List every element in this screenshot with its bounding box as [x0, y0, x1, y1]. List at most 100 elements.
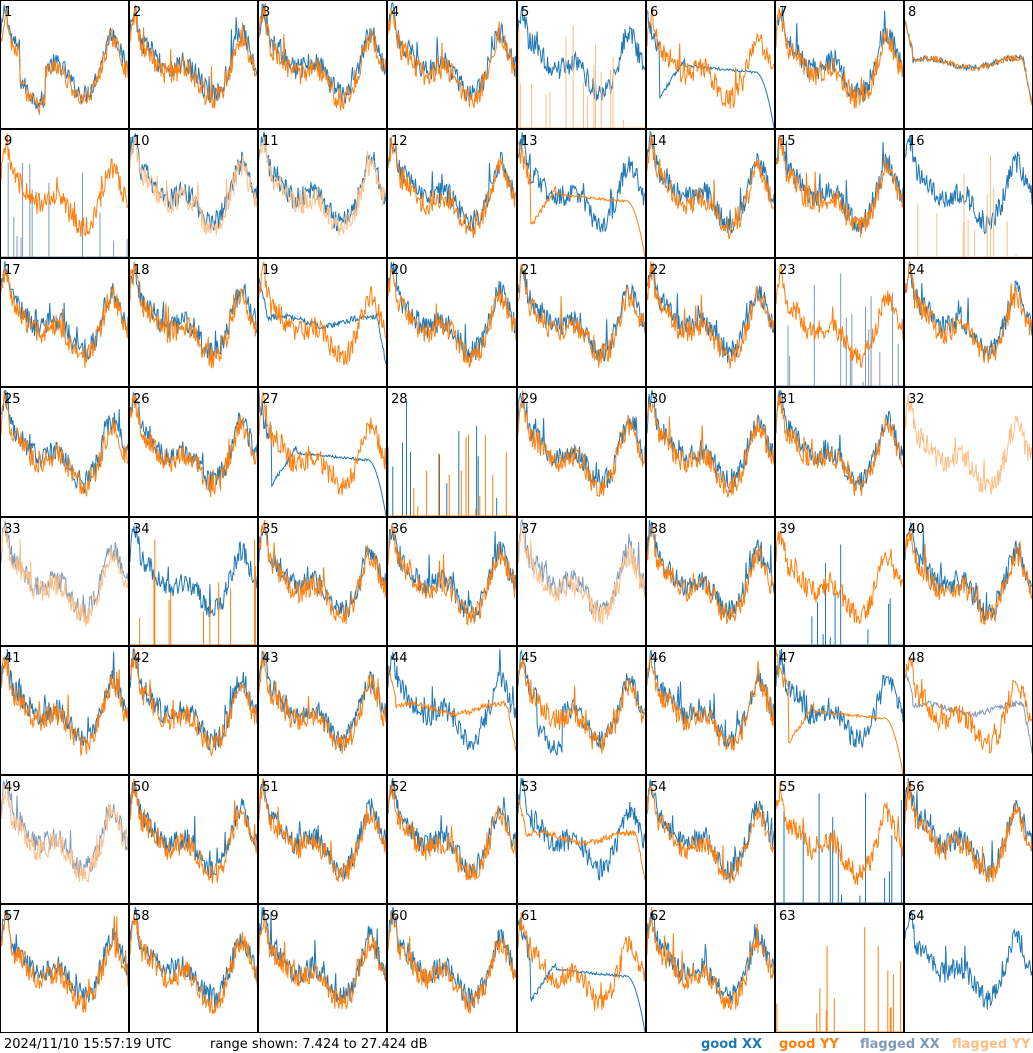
panel-label: 7 — [779, 5, 787, 20]
panel-label: 29 — [521, 392, 538, 407]
panel-border — [517, 646, 646, 775]
panel-28-xx-trace — [387, 401, 516, 517]
panel-label: 59 — [262, 909, 279, 924]
panel-border — [775, 904, 904, 1033]
panel-5-yy-trace — [518, 25, 645, 129]
panel-55-yy-trace — [775, 782, 904, 885]
panel-7-yy-trace — [775, 7, 904, 109]
panel-border — [775, 387, 904, 517]
panel-1-yy-trace — [0, 10, 129, 115]
panel-55-xx-trace — [776, 792, 903, 904]
panel-label: 28 — [391, 392, 408, 407]
panel-border — [0, 775, 129, 904]
panel-29: 29 — [517, 387, 646, 517]
panel-1: 1 — [0, 0, 129, 129]
panel-36-yy-trace — [387, 524, 517, 626]
panel-6-yy-trace — [646, 6, 775, 110]
panel-19-yy-trace — [258, 260, 387, 366]
panel-label: 5 — [521, 5, 529, 20]
panel-border — [258, 775, 387, 904]
panel-label: 27 — [262, 392, 279, 407]
panel-54-yy-trace — [646, 784, 775, 885]
panel-61-xx-trace — [517, 917, 646, 1033]
panel-35-xx-trace — [258, 525, 387, 618]
panel-18: 18 — [129, 258, 258, 387]
panel-5-xx-trace — [517, 5, 646, 101]
panel-border — [387, 775, 517, 904]
panel-border — [129, 0, 258, 129]
panel-45-yy-trace — [517, 656, 646, 754]
panel-border — [775, 775, 904, 904]
panel-55: 55 — [775, 775, 904, 904]
panel-51: 51 — [258, 775, 387, 904]
panel-38: 38 — [646, 517, 775, 646]
panel-border — [387, 258, 517, 387]
panel-label: 33 — [4, 522, 21, 537]
panel-label: 55 — [779, 780, 796, 795]
panel-44: 44 — [387, 646, 517, 775]
panel-37-yy-trace — [517, 526, 646, 625]
panel-border — [646, 517, 775, 646]
panel-47-xx-trace — [775, 648, 904, 748]
panel-39-yy-trace — [775, 529, 904, 625]
panel-border — [0, 904, 129, 1033]
panel-border — [129, 517, 258, 646]
footer-timestamp: 2024/11/10 15:57:19 UTC — [4, 1037, 171, 1052]
panel-border — [258, 258, 387, 387]
panel-15: 15 — [775, 129, 904, 258]
panel-37-xx-trace — [517, 518, 646, 616]
panel-45-xx-trace — [517, 649, 646, 756]
panel-17: 17 — [0, 258, 129, 387]
panel-25: 25 — [0, 387, 129, 517]
panel-53: 53 — [517, 775, 646, 904]
panel-21: 21 — [517, 258, 646, 387]
panel-border — [775, 646, 904, 775]
panel-19-xx-trace — [258, 277, 387, 365]
panel-border — [775, 129, 904, 258]
panel-33-yy-trace — [0, 524, 129, 627]
panel-35-yy-trace — [258, 519, 387, 624]
panel-28: 28 — [387, 387, 517, 517]
panel-label: 46 — [650, 651, 667, 666]
panel-border — [646, 129, 775, 258]
panel-border — [258, 387, 387, 517]
panel-24-yy-trace — [904, 261, 1033, 364]
panel-34-xx-trace — [129, 524, 258, 618]
panel-32: 32 — [904, 387, 1033, 517]
panel-50-yy-trace — [129, 778, 258, 884]
panel-label: 58 — [133, 909, 150, 924]
panel-label: 17 — [4, 263, 21, 278]
panel-border — [258, 904, 387, 1033]
panel-27-xx-trace — [258, 390, 387, 517]
panel-border — [517, 775, 646, 904]
panel-11: 11 — [258, 129, 387, 258]
panel-border — [258, 517, 387, 646]
panel-16-yy-trace — [905, 154, 1032, 258]
panel-42-yy-trace — [129, 649, 258, 757]
panel-border — [646, 646, 775, 775]
panel-21-yy-trace — [517, 263, 646, 368]
panel-34: 34 — [129, 517, 258, 646]
panel-27: 27 — [258, 387, 387, 517]
panel-label: 38 — [650, 522, 667, 537]
panel-27-yy-trace — [258, 391, 387, 496]
panel-15-xx-trace — [775, 135, 904, 234]
panel-label: 60 — [391, 909, 408, 924]
footer-range: range shown: 7.424 to 27.424 dB — [210, 1037, 428, 1052]
panel-22: 22 — [646, 258, 775, 387]
panel-17-yy-trace — [0, 266, 129, 368]
panel-43-yy-trace — [258, 650, 387, 754]
panel-label: 9 — [4, 134, 12, 149]
panel-label: 24 — [908, 263, 925, 278]
panel-border — [775, 0, 904, 129]
panel-26-yy-trace — [129, 395, 258, 498]
panel-1-xx-trace — [0, 5, 129, 109]
panel-57: 57 — [0, 904, 129, 1033]
panel-border — [904, 0, 1033, 129]
panel-53-yy-trace — [517, 797, 646, 880]
panel-20: 20 — [387, 258, 517, 387]
panel-52: 52 — [387, 775, 517, 904]
panel-border — [646, 387, 775, 517]
panel-45: 45 — [517, 646, 646, 775]
panel-label: 49 — [4, 780, 21, 795]
